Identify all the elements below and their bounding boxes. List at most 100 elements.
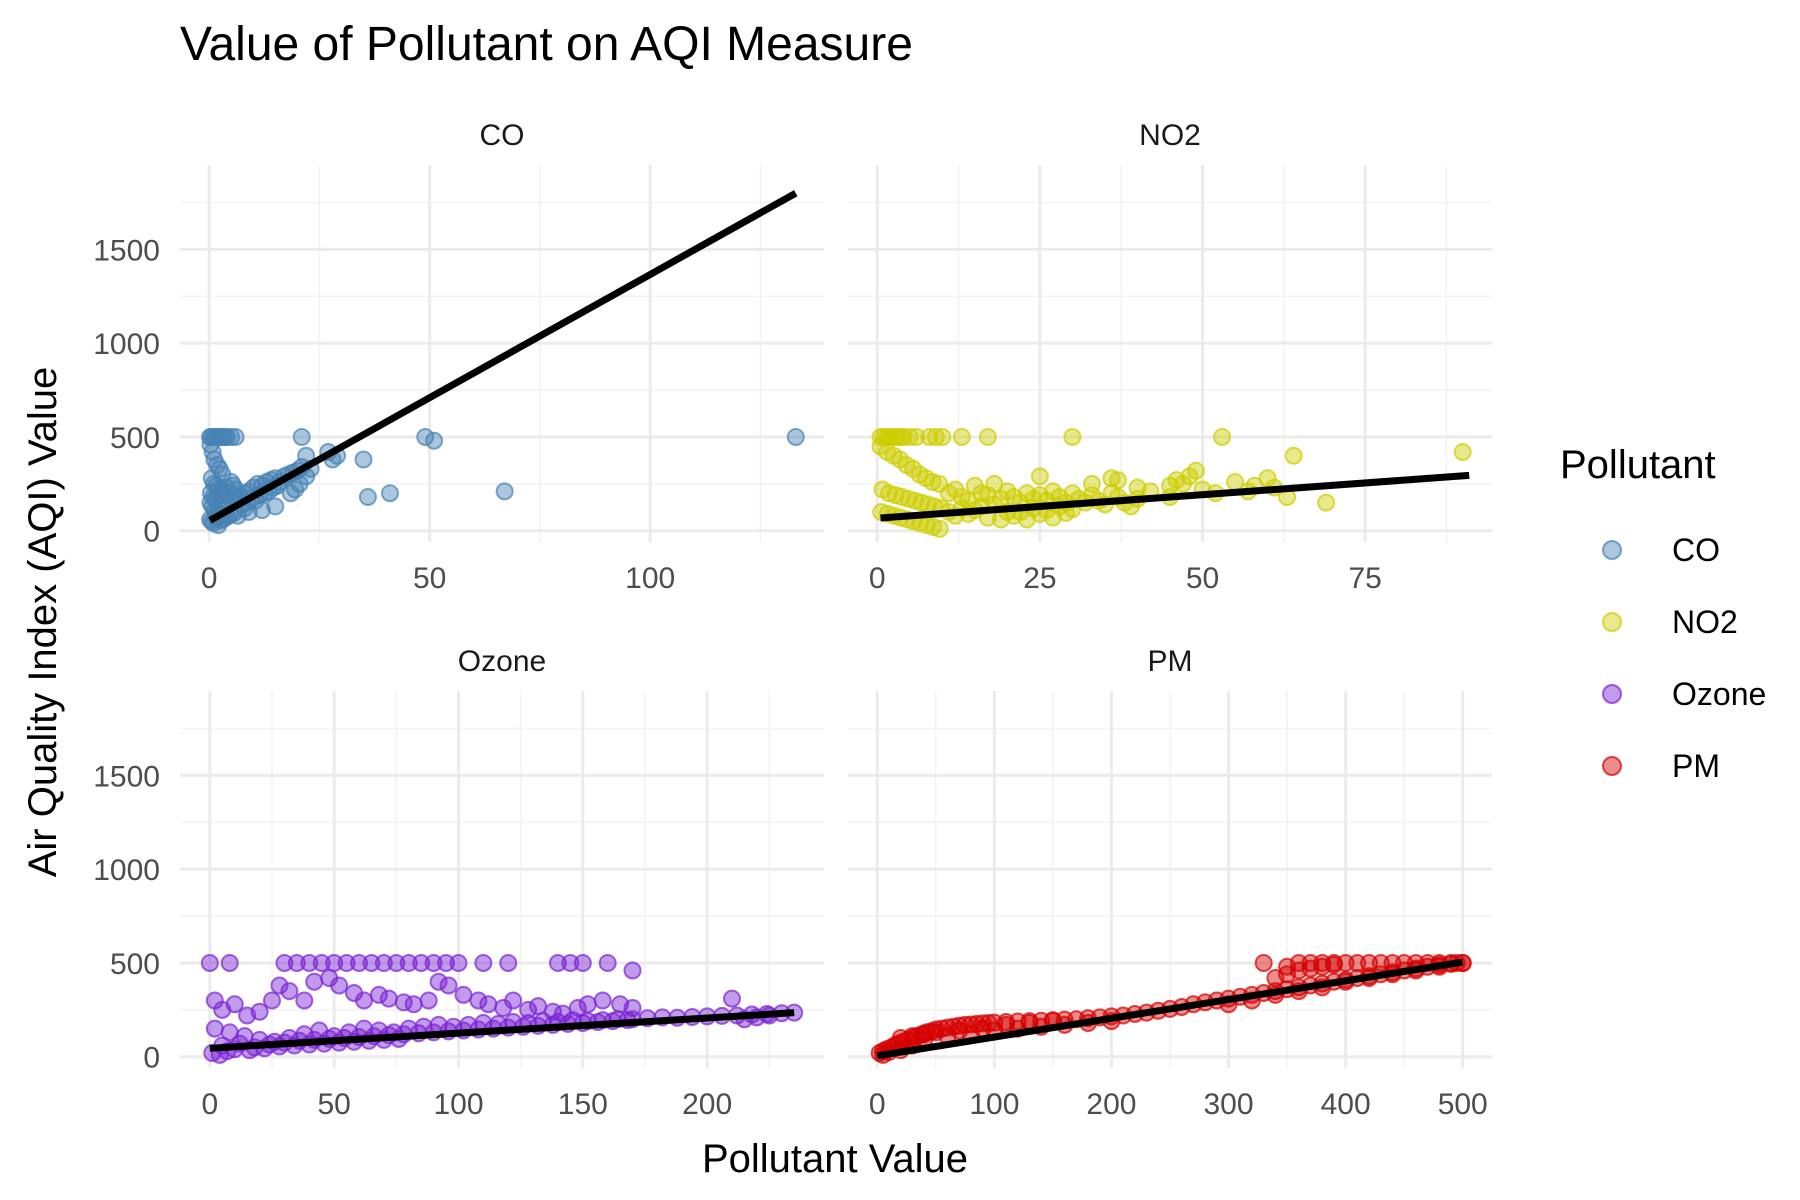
- data-point: [287, 953, 306, 972]
- data-point: [437, 953, 456, 972]
- legend-label-ozone: Ozone: [1672, 676, 1766, 712]
- data-point: [350, 953, 369, 972]
- data-point: [573, 953, 592, 972]
- panel-label-co: CO: [480, 119, 525, 152]
- x-tick-label: 50: [317, 1088, 350, 1121]
- x-tick-label: 0: [869, 1088, 886, 1121]
- data-point: [1254, 953, 1273, 972]
- data-point: [263, 991, 281, 1010]
- data-point: [598, 953, 617, 972]
- y-tick-label: 0: [143, 516, 160, 549]
- trend-line-co: [208, 190, 798, 524]
- data-point: [578, 995, 597, 1014]
- legend-label-no2: NO2: [1672, 604, 1738, 640]
- legend-item-no2: NO2: [1602, 604, 1738, 640]
- x-tick-label: 200: [682, 1088, 732, 1121]
- data-point: [355, 991, 373, 1010]
- x-axis-title: Pollutant Value: [702, 1137, 968, 1181]
- data-point: [337, 953, 356, 972]
- data-point: [926, 1023, 945, 1042]
- legend-item-ozone: Ozone: [1602, 676, 1766, 712]
- panel-ozone: Ozone 0 500 1000 1500 0 50 100 150 200: [93, 645, 824, 1121]
- legend-item-co: CO: [1602, 532, 1720, 568]
- data-point: [1063, 427, 1082, 446]
- x-tick-label: 150: [558, 1088, 608, 1121]
- panel-label-pm: PM: [1148, 645, 1193, 678]
- panel-pm: PM 0 100 200 300 400 500: [848, 645, 1492, 1121]
- data-point: [226, 427, 245, 446]
- x-tick-label: 0: [201, 1088, 218, 1121]
- data-point: [275, 953, 294, 972]
- data-point: [985, 474, 1004, 493]
- data-point: [412, 953, 431, 972]
- trend-line-ozone: [209, 1009, 795, 1052]
- x-tick-label: 0: [869, 562, 886, 595]
- panel-co: CO 0 500 1000 1500 0 50 100: [93, 119, 824, 595]
- data-point: [1030, 467, 1049, 486]
- data-point: [374, 953, 393, 972]
- data-point: [593, 991, 612, 1010]
- data-point: [504, 991, 523, 1010]
- panel-label-ozone: Ozone: [458, 645, 546, 678]
- data-point: [387, 953, 406, 972]
- data-point: [1324, 955, 1343, 974]
- data-point: [1187, 461, 1206, 480]
- data-point: [354, 450, 373, 469]
- trend-line-pm: [876, 958, 1464, 1060]
- data-point: [1453, 442, 1472, 461]
- y-tick-label: 500: [110, 422, 160, 455]
- data-point: [930, 519, 949, 538]
- data-point: [529, 997, 548, 1016]
- data-point: [330, 976, 349, 995]
- data-point: [404, 995, 423, 1014]
- legend-key-no2: [1602, 612, 1622, 632]
- legend-label-co: CO: [1672, 532, 1720, 568]
- data-point: [997, 1015, 1016, 1034]
- y-tick-label: 500: [110, 948, 160, 981]
- x-tick-label: 100: [625, 562, 675, 595]
- data-point: [1108, 471, 1127, 490]
- data-point: [312, 953, 331, 972]
- x-tick-label: 75: [1348, 562, 1381, 595]
- data-point: [519, 1000, 538, 1019]
- data-point: [429, 972, 448, 991]
- legend-key-ozone: [1602, 684, 1622, 704]
- data-point: [723, 989, 741, 1008]
- data-point: [933, 427, 952, 446]
- data-point: [416, 427, 435, 446]
- x-tick-label: 500: [1438, 1088, 1488, 1121]
- data-point: [973, 1019, 992, 1038]
- legend-key-co: [1602, 540, 1622, 560]
- y-tick-label: 1500: [93, 760, 160, 793]
- data-point: [380, 484, 399, 503]
- data-point: [295, 991, 314, 1010]
- data-point: [978, 427, 997, 446]
- data-point: [926, 427, 945, 446]
- chart-title: Value of Pollutant on AQI Measure: [180, 18, 913, 71]
- data-point: [474, 953, 493, 972]
- legend-key-pm: [1602, 756, 1622, 776]
- legend-item-pm: PM: [1602, 748, 1720, 784]
- data-point: [950, 1021, 969, 1040]
- data-point: [469, 991, 488, 1010]
- legend-label-pm: PM: [1672, 748, 1720, 784]
- data-point: [1082, 474, 1101, 493]
- data-point: [1284, 446, 1303, 465]
- x-tick-label: 0: [201, 562, 218, 595]
- data-point: [479, 995, 498, 1014]
- data-point: [222, 427, 241, 446]
- panel-label-no2: NO2: [1139, 119, 1201, 152]
- data-point: [270, 976, 289, 995]
- legend: Pollutant CO NO2 Ozone PM: [1560, 443, 1766, 784]
- data-point: [623, 961, 642, 980]
- data-point: [499, 953, 518, 972]
- data-point: [1317, 493, 1336, 512]
- data-point: [900, 427, 919, 446]
- data-point: [424, 953, 443, 972]
- data-point: [1213, 427, 1232, 446]
- data-point: [894, 427, 913, 446]
- y-tick-label: 0: [143, 1042, 160, 1075]
- data-point: [220, 953, 239, 972]
